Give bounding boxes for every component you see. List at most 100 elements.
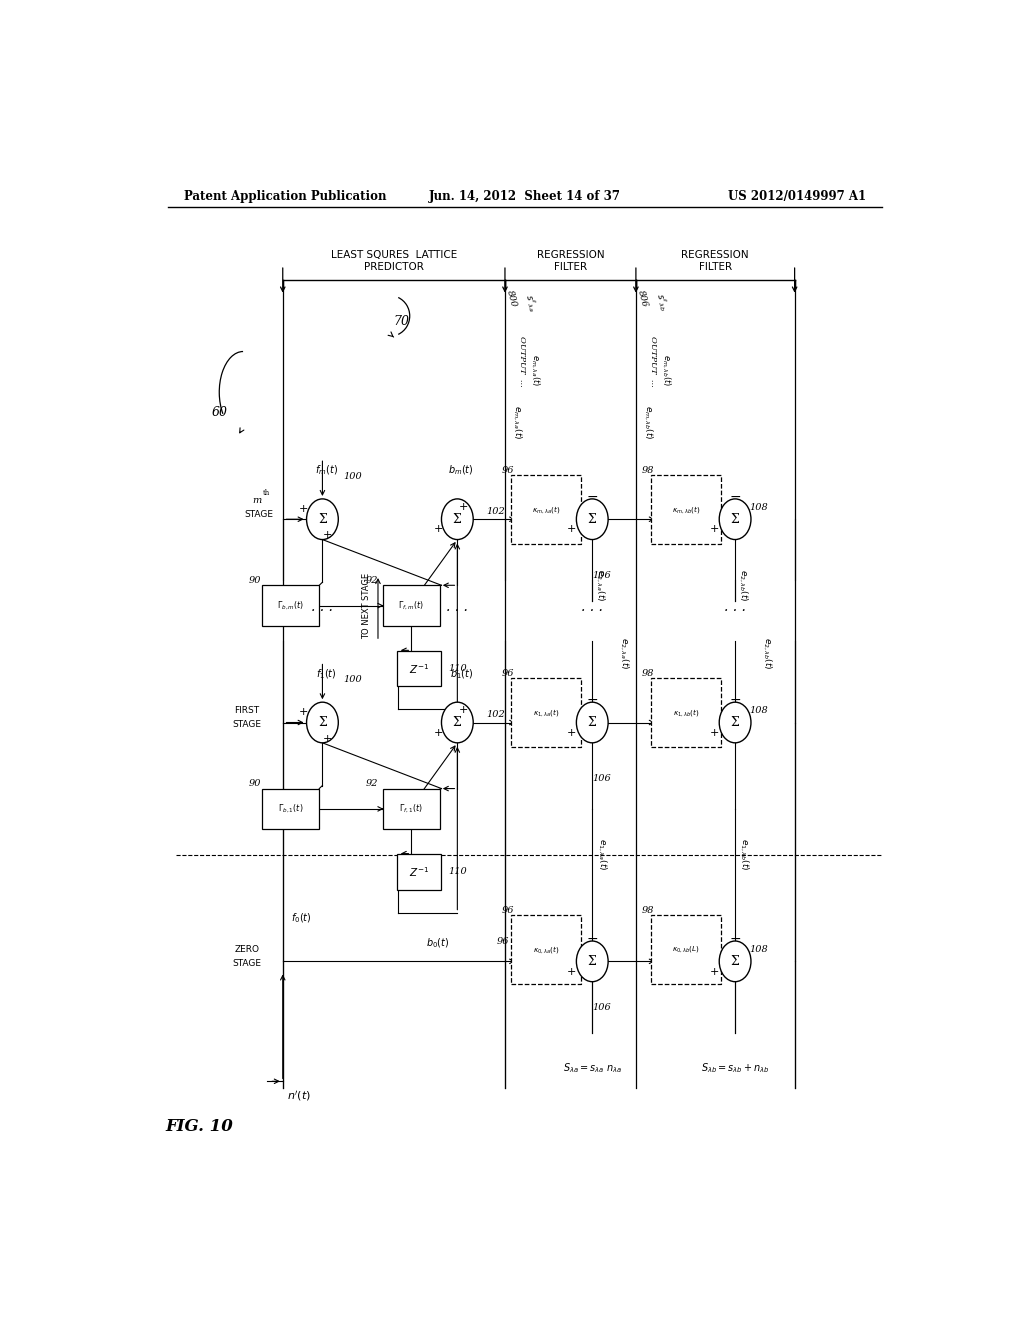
Text: 102: 102: [486, 507, 505, 516]
Text: $\kappa_{0,\lambda b}(L)$: $\kappa_{0,\lambda b}(L)$: [672, 944, 699, 954]
Text: 90: 90: [249, 779, 261, 788]
Text: 110: 110: [447, 664, 467, 673]
Text: $Z^{-1}$: $Z^{-1}$: [410, 865, 429, 879]
Circle shape: [441, 702, 473, 743]
FancyBboxPatch shape: [262, 585, 319, 626]
Polygon shape: [654, 688, 718, 737]
FancyBboxPatch shape: [397, 854, 441, 890]
Text: 96: 96: [502, 906, 514, 915]
Text: PREDICTOR: PREDICTOR: [364, 263, 424, 272]
Text: 806: 806: [636, 289, 649, 308]
Text: +: +: [567, 966, 577, 977]
Text: 102: 102: [486, 710, 505, 719]
Text: · · ·: · · ·: [724, 603, 746, 618]
Text: $\Gamma_{f,m}(t)$: $\Gamma_{f,m}(t)$: [398, 599, 424, 611]
Text: +: +: [299, 708, 308, 717]
Circle shape: [719, 499, 751, 540]
Text: $b_1(t)$: $b_1(t)$: [450, 667, 473, 681]
FancyBboxPatch shape: [397, 651, 441, 686]
FancyBboxPatch shape: [383, 585, 440, 626]
Text: −: −: [587, 693, 598, 708]
Text: +: +: [433, 727, 443, 738]
Polygon shape: [514, 925, 578, 974]
Polygon shape: [654, 925, 718, 974]
Text: −: −: [587, 490, 598, 504]
Text: $S_{\lambda a}=s_{\lambda a}\ n_{\lambda a}$: $S_{\lambda a}=s_{\lambda a}\ n_{\lambda…: [562, 1061, 622, 1074]
Text: 800: 800: [505, 289, 518, 308]
Text: Jun. 14, 2012  Sheet 14 of 37: Jun. 14, 2012 Sheet 14 of 37: [429, 190, 621, 202]
Text: Σ: Σ: [588, 954, 597, 968]
FancyBboxPatch shape: [511, 677, 582, 747]
Text: $\kappa_{1,\lambda a}(t)$: $\kappa_{1,\lambda a}(t)$: [532, 706, 559, 718]
Text: $\kappa_{1,\lambda b}(t)$: $\kappa_{1,\lambda b}(t)$: [673, 706, 699, 718]
Text: $e_{m,\lambda b}(t)$: $e_{m,\lambda b}(t)$: [659, 354, 672, 385]
Text: 96: 96: [502, 669, 514, 678]
FancyBboxPatch shape: [511, 915, 582, 983]
Text: $\kappa_{m,\lambda b}(t)$: $\kappa_{m,\lambda b}(t)$: [672, 503, 700, 515]
Text: th: th: [262, 488, 269, 496]
Text: +: +: [299, 504, 308, 513]
Text: 110: 110: [447, 867, 467, 876]
Text: FILTER: FILTER: [698, 263, 732, 272]
Text: −: −: [729, 693, 741, 708]
Text: Patent Application Publication: Patent Application Publication: [183, 190, 386, 202]
Text: $s''_{\lambda a}$: $s''_{\lambda a}$: [522, 292, 539, 313]
Circle shape: [441, 499, 473, 540]
Text: +: +: [567, 524, 577, 535]
Circle shape: [577, 941, 608, 982]
FancyBboxPatch shape: [651, 915, 721, 983]
Text: $b_0(t)$: $b_0(t)$: [426, 936, 450, 950]
Text: Σ: Σ: [318, 512, 327, 525]
Text: $e_{2,\lambda a}(t)$: $e_{2,\lambda a}(t)$: [617, 638, 630, 669]
Text: 90: 90: [249, 576, 261, 585]
Text: 108: 108: [750, 945, 768, 953]
Text: Σ: Σ: [588, 512, 597, 525]
Text: 96: 96: [502, 466, 514, 475]
Text: STAGE: STAGE: [232, 958, 261, 968]
Text: STAGE: STAGE: [245, 510, 273, 519]
Text: US 2012/0149997 A1: US 2012/0149997 A1: [728, 190, 866, 202]
Text: STAGE: STAGE: [232, 719, 261, 729]
Text: $Z^{-1}$: $Z^{-1}$: [410, 661, 429, 676]
Text: $e_{1,\lambda a}(t)$: $e_{1,\lambda a}(t)$: [596, 838, 608, 871]
Text: 70: 70: [394, 314, 410, 327]
Text: $e_{1,\lambda b}(t)$: $e_{1,\lambda b}(t)$: [738, 838, 751, 871]
FancyBboxPatch shape: [511, 474, 582, 544]
Text: 98: 98: [642, 669, 654, 678]
Text: −: −: [587, 932, 598, 946]
FancyBboxPatch shape: [651, 677, 721, 747]
Text: $e_{2,\lambda a}(t)$: $e_{2,\lambda a}(t)$: [594, 569, 606, 602]
Text: +: +: [567, 727, 577, 738]
Text: +: +: [323, 734, 332, 743]
Text: 60: 60: [211, 407, 227, 418]
Text: 106: 106: [593, 570, 611, 579]
Text: 100: 100: [343, 473, 361, 480]
Circle shape: [719, 941, 751, 982]
FancyBboxPatch shape: [651, 474, 721, 544]
Text: $\Gamma_{f,1}(t)$: $\Gamma_{f,1}(t)$: [399, 803, 423, 814]
FancyBboxPatch shape: [262, 788, 319, 829]
Text: m: m: [252, 496, 261, 506]
Text: · · ·: · · ·: [582, 603, 603, 618]
Text: +: +: [710, 524, 719, 535]
Text: ZERO: ZERO: [234, 945, 259, 953]
Text: $\Gamma_{b,1}(t)$: $\Gamma_{b,1}(t)$: [278, 803, 303, 814]
Text: 92: 92: [366, 779, 378, 788]
Text: $\Gamma_{b,m}(t)$: $\Gamma_{b,m}(t)$: [278, 599, 304, 611]
Text: FILTER: FILTER: [554, 263, 587, 272]
Text: $f_m(t)$: $f_m(t)$: [315, 463, 338, 478]
Text: Σ: Σ: [453, 512, 462, 525]
Text: $e_{m,\lambda b}(t)$: $e_{m,\lambda b}(t)$: [642, 405, 654, 440]
Text: TO NEXT STAGE: TO NEXT STAGE: [361, 573, 371, 639]
Text: Σ: Σ: [731, 954, 739, 968]
Text: Σ: Σ: [588, 715, 597, 729]
Text: FIG. 10: FIG. 10: [166, 1118, 233, 1134]
Text: $\kappa_{m,\lambda a}(t)$: $\kappa_{m,\lambda a}(t)$: [532, 503, 560, 515]
Text: REGRESSION: REGRESSION: [681, 249, 750, 260]
Text: Σ: Σ: [453, 715, 462, 729]
Text: +: +: [459, 502, 468, 512]
Text: REGRESSION: REGRESSION: [537, 249, 604, 260]
Text: OUTPUT  ...: OUTPUT ...: [649, 337, 657, 387]
Text: 106: 106: [593, 774, 611, 783]
Text: $S_{\lambda b}=s_{\lambda b}+n_{\lambda b}$: $S_{\lambda b}=s_{\lambda b}+n_{\lambda …: [700, 1061, 769, 1074]
